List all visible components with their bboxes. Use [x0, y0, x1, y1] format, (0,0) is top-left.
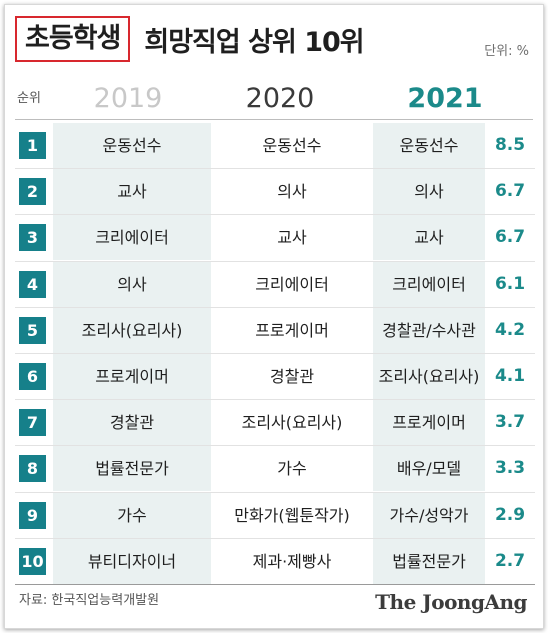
job-2021: 크리에이터: [373, 261, 485, 307]
rank-badge: 1: [19, 132, 46, 159]
job-2020: 경찰관: [269, 366, 315, 386]
year-2019-header: 2019: [93, 83, 163, 114]
percent-2021: 6.7: [494, 181, 526, 202]
job-2020: 운동선수: [262, 136, 322, 155]
rank-badge: 4: [19, 270, 46, 298]
job-2019: 경찰관: [53, 400, 211, 446]
rank-column-header: 순위: [17, 91, 41, 106]
job-2019: 프로게이머: [53, 353, 211, 399]
table-row: 2 교사 의사 의사 6.7: [15, 169, 535, 216]
job-2021: 경찰관/수사관: [373, 307, 485, 353]
table-row: 9 가수 만화가(웹툰작가) 가수/성악가 2.9: [15, 492, 535, 539]
job-2019: 교사: [53, 169, 211, 215]
table-row: 3 크리에이터 교사 교사 6.7: [15, 215, 535, 262]
job-2021: 조리사(요리사): [373, 353, 485, 399]
brand-logo: The JoongAng: [375, 590, 527, 614]
job-2021: 법률전문가: [373, 538, 485, 584]
percent-2021: 6.1: [494, 273, 526, 294]
job-2021: 배우/모델: [373, 446, 485, 492]
rank-badge: 2: [19, 178, 46, 206]
page-title: 희망직업 상위 10위: [144, 26, 364, 58]
job-2021: 프로게이머: [373, 400, 485, 446]
year-2021-header: 2021: [407, 83, 483, 114]
job-2021: 가수/성악가: [373, 492, 485, 538]
percent-2021: 4.1: [494, 365, 526, 386]
rank-badge: 6: [19, 362, 46, 390]
ranking-table: 1 운동선수 운동선수 운동선수 8.5 2 교사 의사 의사 6.7 3 크리에이터 교사 교사 6.7 4…: [15, 123, 535, 585]
job-2019: 조리사(요리사): [53, 307, 211, 353]
table-row: 7 경찰관 조리사(요리사) 프로게이머 3.7: [15, 400, 535, 447]
table-row: 10 뷰티디자이너 제과·제빵사 법률전문가 2.7: [15, 538, 535, 585]
job-2019: 법률전문가: [53, 446, 211, 492]
rank-badge: 8: [19, 455, 46, 483]
percent-2021: 8.5: [494, 135, 526, 155]
job-2020: 만화가(웹툰작가): [234, 505, 350, 525]
job-2021: 운동선수: [373, 123, 485, 168]
job-2020: 조리사(요리사): [241, 413, 343, 433]
title-highlight: 초등학생: [15, 16, 131, 62]
year-2020-header: 2020: [245, 83, 315, 114]
source-note: 자료: 한국직업능력개발원: [19, 593, 160, 608]
unit-label: 단위: %: [484, 44, 529, 59]
rank-badge: 5: [19, 316, 46, 344]
job-2020: 가수: [277, 459, 307, 479]
table-row: 4 의사 크리에이터 크리에이터 6.1: [15, 261, 535, 308]
job-2020: 제과·제빵사: [252, 551, 332, 571]
table-row: 5 조리사(요리사) 프로게이머 경찰관/수사관 4.2: [15, 307, 535, 354]
percent-2021: 2.7: [494, 550, 526, 571]
job-2020: 교사: [277, 228, 307, 248]
rank-badge: 10: [19, 547, 46, 575]
job-2019: 가수: [53, 492, 211, 538]
job-2019: 크리에이터: [53, 215, 211, 261]
percent-2021: 6.7: [494, 227, 526, 248]
percent-2021: 3.7: [494, 412, 526, 433]
job-2020: 의사: [277, 182, 307, 202]
job-2020: 프로게이머: [255, 320, 329, 340]
table-row: 8 법률전문가 가수 배우/모델 3.3: [15, 446, 535, 493]
percent-2021: 2.9: [494, 504, 526, 525]
rank-badge: 9: [19, 501, 46, 529]
percent-2021: 3.3: [494, 458, 526, 479]
title-area: 초등학생 희망직업 상위 10위: [15, 13, 365, 65]
table-row: 1 운동선수 운동선수 운동선수 8.5: [15, 123, 535, 170]
job-2020: 크리에이터: [255, 274, 329, 294]
percent-2021: 4.2: [494, 319, 526, 340]
job-2021: 교사: [373, 215, 485, 261]
header-divider: [15, 119, 533, 120]
rank-badge: 3: [19, 224, 46, 252]
job-2019: 운동선수: [53, 123, 211, 168]
infographic-frame: 초등학생 희망직업 상위 10위 단위: % 순위 2019 2020 2021…: [4, 4, 544, 629]
job-2019: 뷰티디자이너: [53, 538, 211, 584]
job-2019: 의사: [53, 261, 211, 307]
job-2021: 의사: [373, 169, 485, 215]
table-row: 6 프로게이머 경찰관 조리사(요리사) 4.1: [15, 353, 535, 401]
rank-badge: 7: [19, 409, 46, 437]
